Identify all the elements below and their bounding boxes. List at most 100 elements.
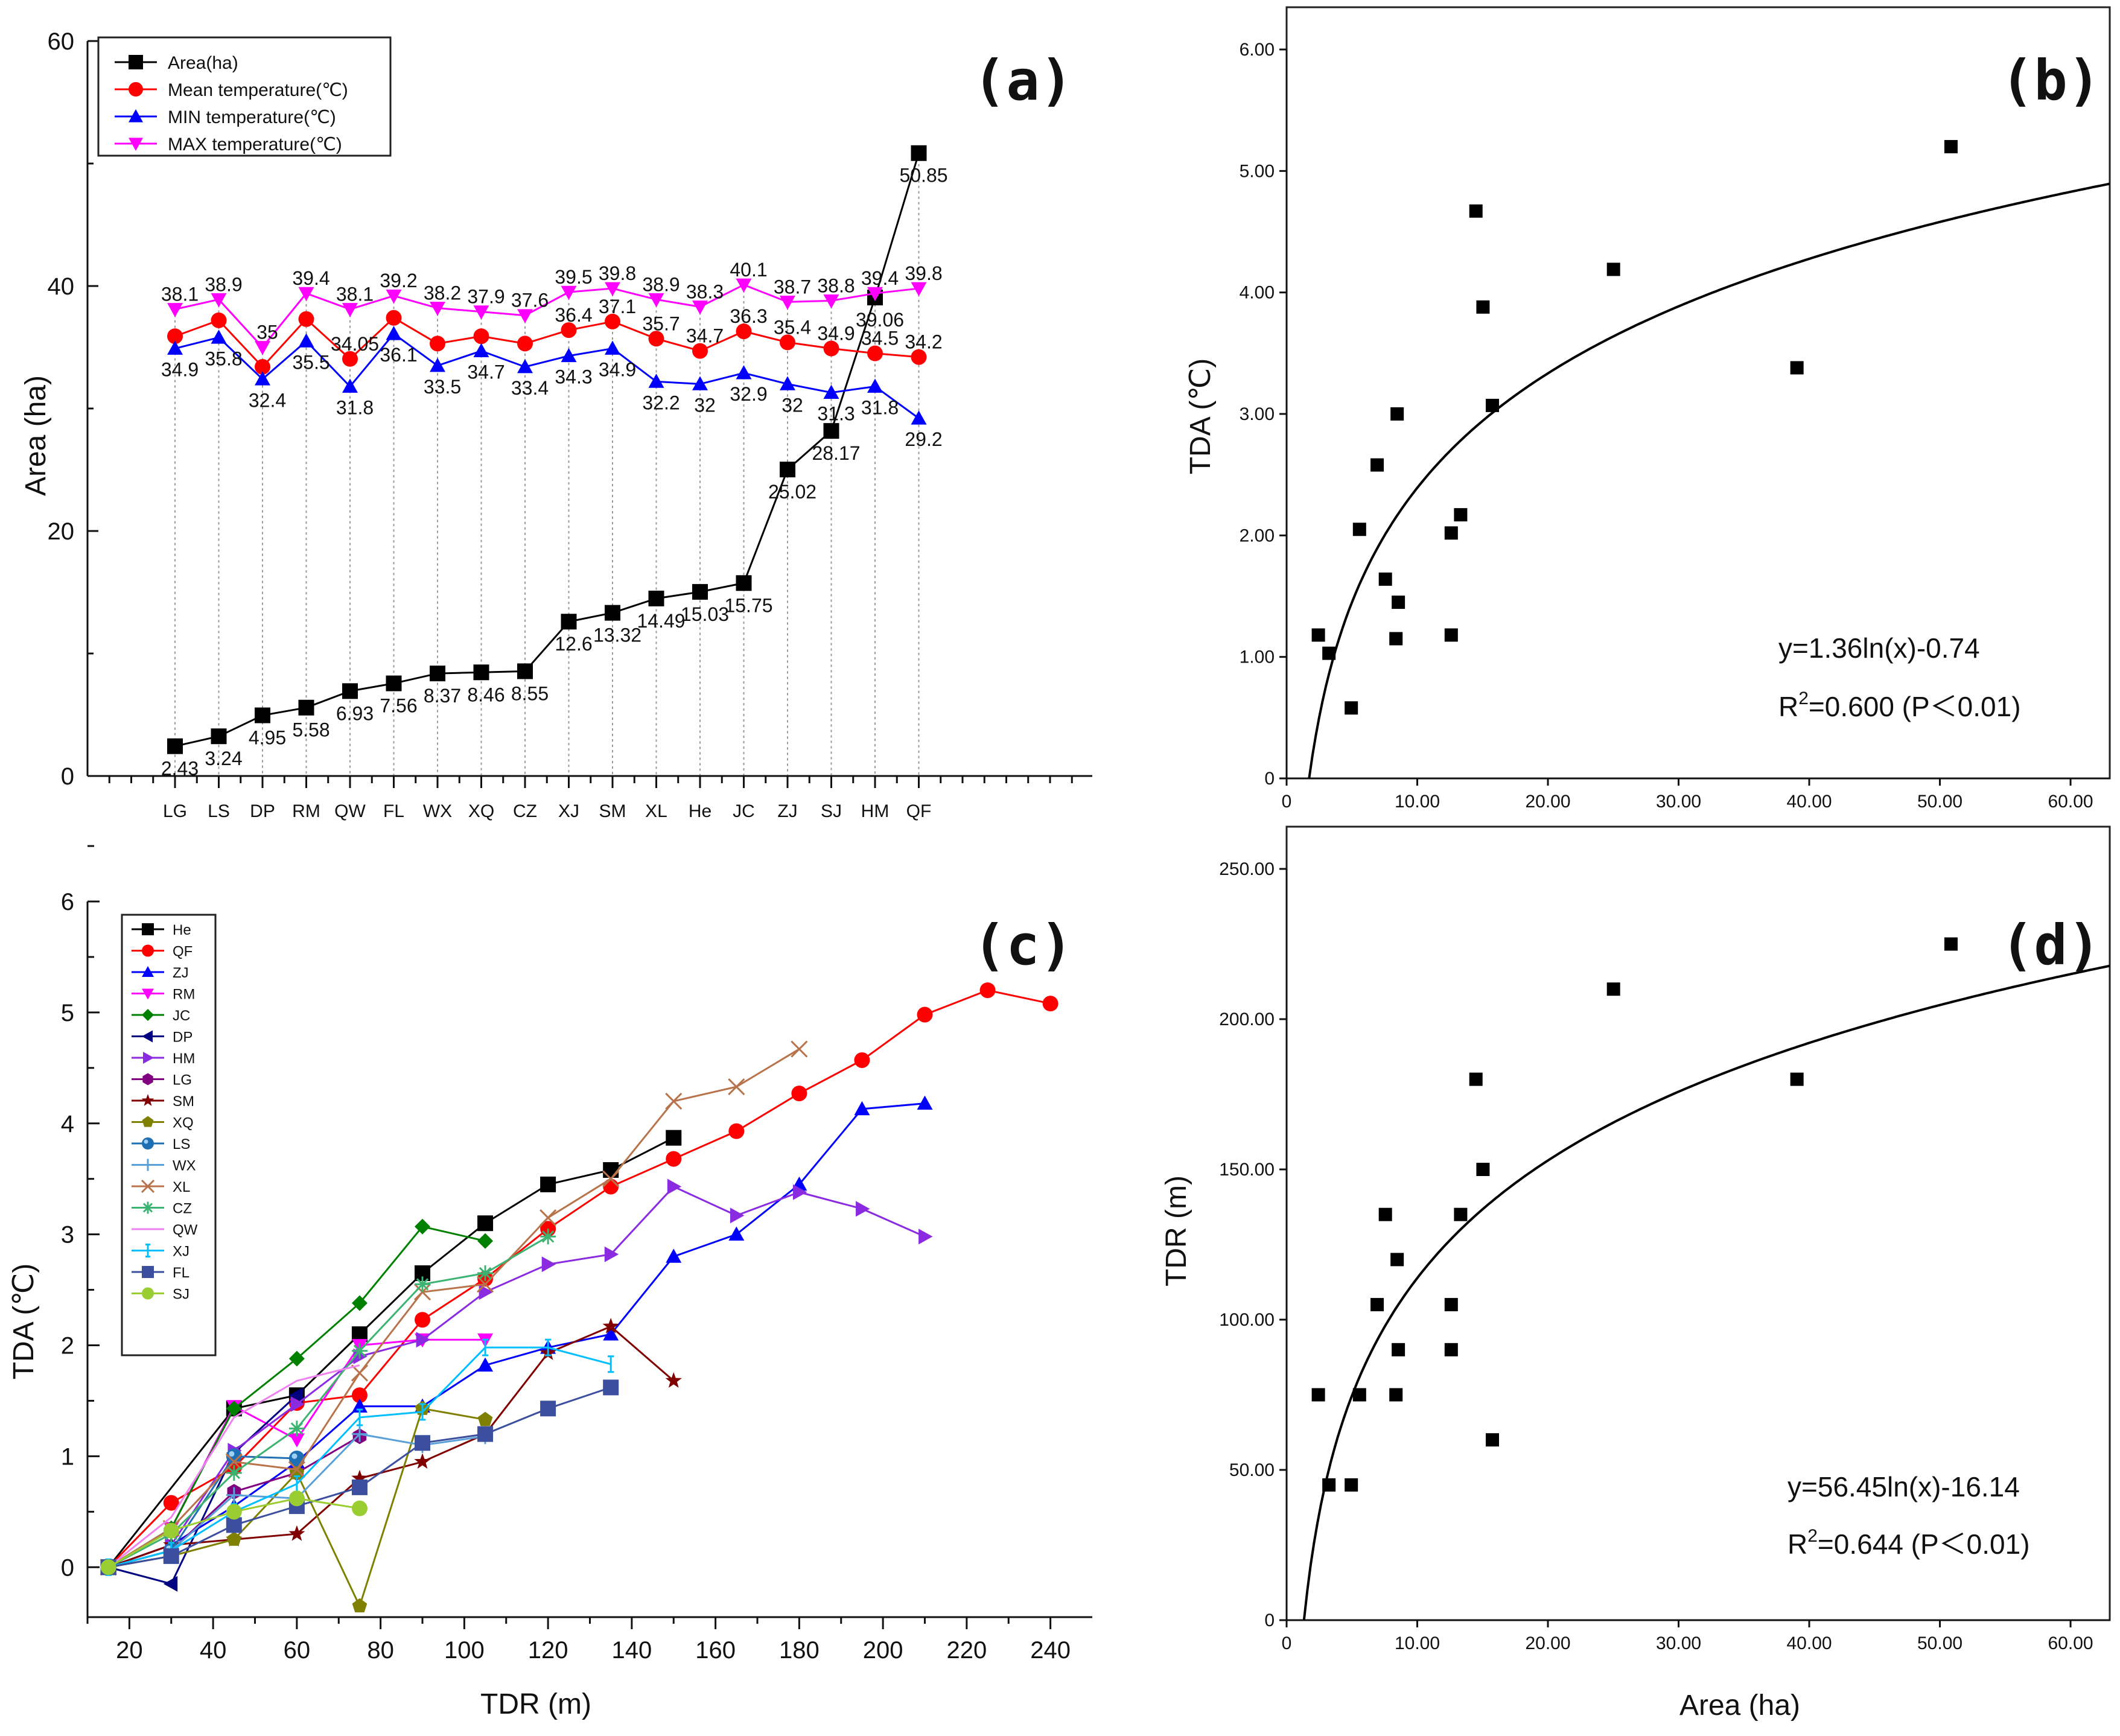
panel-c-series-sm-marker (351, 1469, 368, 1486)
panel-a-series-area-ha-data-label: 8.37 (424, 685, 461, 707)
panel-a-series-max-temperature-line (174, 284, 919, 349)
panel-c-legend-lg-text: LG (173, 1072, 192, 1089)
panel-c-legend-box (121, 914, 217, 1356)
panel-a-series-min-temperature-marker (561, 348, 577, 363)
panel-a-series-mean-temperature-marker (692, 343, 708, 359)
panel-a-series-max-temperature-marker (386, 289, 402, 304)
panel-a-series-area-ha-data-label: 14.49 (637, 610, 685, 632)
panel-a-series-mean-temperature-marker (255, 358, 270, 375)
panel-a-series-max-temperature-data-label: 38.8 (817, 275, 855, 296)
panel-a-series-min-temperature-marker (430, 357, 445, 372)
panel-a-series-max-temperature-data-label: 38.2 (424, 282, 461, 304)
panel-c-legend-he-marker (142, 923, 154, 935)
panel-c-series-sj-marker (288, 1490, 305, 1507)
panel-c-series-sj-marker (351, 1500, 368, 1516)
panel-c-series-hm-marker (290, 1396, 305, 1412)
panel-a-series-max-temperature-data-label: 39.4 (861, 267, 899, 289)
panel-c-legend-xl-text: XL (173, 1179, 190, 1195)
panel-b-r-squared-prefix: R (1778, 691, 1798, 722)
panel-a-x-tick-label-xl: XL (645, 801, 667, 821)
panel-c-series-qf-marker (666, 1151, 682, 1167)
panel-a-series-max-temperature-marker (561, 285, 577, 300)
panel-c-legend-dp-marker (142, 1030, 153, 1043)
panel-a-series-mean-temperature-marker (167, 328, 183, 345)
panel-a-x-tick-label-fl: FL (383, 801, 404, 821)
panel-d-x-tick-label: 10.00 (1395, 1633, 1440, 1653)
panel-a-series-area-ha-marker (692, 583, 708, 600)
panel-c-series-jc-marker (351, 1295, 368, 1311)
panel-a-series-min-temperature-data-label: 31.3 (817, 403, 855, 425)
panel-c-series-zj-marker (728, 1226, 745, 1241)
panel-c-legend-fl-text: FL (173, 1265, 189, 1281)
panel-b-y-tick-label: 1.00 (1240, 647, 1275, 667)
panel-d-point (1389, 1388, 1403, 1402)
panel-a-x-tick-label-hm: HM (861, 801, 890, 821)
panel-a-legend-mean-temperature-text: Mean temperature(℃) (168, 80, 348, 100)
panel-a-series-max-temperature-marker (692, 300, 708, 315)
panel-c-legend-ls-marker-shine (144, 1139, 148, 1144)
panel-a-series-min-temperature-line (174, 332, 920, 419)
panel-c-series-zj-marker (603, 1326, 619, 1341)
panel-a-series-min-temperature-data-label: 29.2 (905, 428, 942, 450)
panel-d-y-tick-label: 100.00 (1219, 1310, 1275, 1330)
panel-d-r-squared-prefix: R (1787, 1528, 1807, 1560)
panel-a-series-max-temperature-data-label: 38.1 (336, 284, 374, 305)
panel-c-legend-qf-marker (142, 944, 154, 957)
panel-a-series-mean-temperature-data-label: 34.5 (861, 328, 899, 349)
panel-a-x-tick-label-sm: SM (599, 801, 626, 821)
panel-a-series-area-ha-marker (298, 699, 314, 716)
panel-d-y-tick-label: 50.00 (1229, 1460, 1275, 1480)
panel-c-series-fl-marker (226, 1517, 242, 1533)
panel-c-series-xl-marker (791, 1040, 808, 1058)
panel-c-series-qf-marker (351, 1387, 368, 1404)
panel-a-series-area-ha-marker (823, 423, 839, 439)
panel-d-x-tick-label: 20.00 (1525, 1633, 1570, 1653)
panel-a-series-min-temperature-marker (911, 410, 927, 425)
panel-a-series-max-temperature-data-label: 35 (256, 322, 278, 343)
panel-a-series-area-ha-marker (255, 707, 270, 723)
panel-d-x-axis-label: Area (ha) (1679, 1690, 1800, 1722)
panel-a-y-tick-label: 40 (48, 273, 75, 300)
panel-d-point (1390, 1253, 1404, 1267)
panel-a-series-max-temperature-marker (473, 305, 489, 320)
panel-c-legend-xl-marker (141, 1179, 155, 1194)
panel-a-series-min-temperature-data-label: 31.8 (861, 396, 899, 418)
panel-a-legend-min-temperature-marker (129, 109, 143, 122)
panel-a-series-mean-temperature-marker (517, 335, 533, 352)
panel-a-series-min-temperature-data-label: 33.4 (511, 377, 549, 399)
panel-d-y-tick-label: 200.00 (1219, 1009, 1275, 1029)
panel-c-series-xj-marker (544, 1338, 552, 1356)
panel-d-point (1345, 1478, 1358, 1492)
panel-c-series-xj-marker (356, 1408, 363, 1426)
panel-a-series-min-temperature-data-label: 35.5 (292, 351, 329, 373)
panel-b-x-tick-label: 0 (1282, 792, 1292, 812)
panel-c-legend-qf-text: QF (173, 944, 193, 960)
panel-a-series-min-temperature-marker (736, 365, 752, 380)
panel-a-x-tick-label-xj: XJ (558, 801, 579, 821)
panel-a-series-max-temperature-data-label: 39.8 (905, 262, 942, 284)
panel-c-series-qf-marker (854, 1052, 870, 1068)
panel-a-series-min-temperature-data-label: 32.9 (730, 383, 767, 405)
panel-c-series-he-marker (603, 1162, 619, 1178)
panel-c-legend-zj-text: ZJ (173, 965, 189, 981)
panel-c-series-zj-marker (477, 1357, 494, 1372)
panel-c-legend-jc-marker (142, 1009, 154, 1021)
panel-b-point (1454, 508, 1468, 522)
panel-d-point (1378, 1207, 1392, 1221)
panel-c-series-zj-line (108, 1102, 925, 1568)
panel-a-series-min-temperature (167, 326, 927, 425)
panel-d-axes: 0 10.00 20.00 30.00 40.00 50.00 60.00 0 50.00 100… (1219, 859, 2110, 1653)
panel-a-series-mean-temperature-data-label: 34.05 (331, 333, 379, 355)
panel-c-series-xl-marker (351, 1364, 368, 1382)
panel-a-series-mean-temperature-data-label: 34.7 (686, 325, 724, 347)
panel-c-x-tick-label: 180 (779, 1637, 820, 1664)
panel-c-legend-sm-text: SM (173, 1093, 194, 1110)
panel-d-point (1486, 1433, 1499, 1447)
panel-a-series-mean-temperature-marker (823, 340, 839, 357)
panel-b-equation: y=1.36ln(x)-0.74 (1778, 632, 1980, 664)
panel-b-r-squared-rest: =0.600 (P＜0.01) (1809, 691, 2021, 722)
panel-d-point (1352, 1388, 1366, 1402)
panel-a-series-min-temperature-marker (517, 358, 533, 374)
panel-c-series-qf-marker (415, 1312, 430, 1328)
panel-a-series-min-temperature-data-label: 32 (781, 394, 803, 416)
